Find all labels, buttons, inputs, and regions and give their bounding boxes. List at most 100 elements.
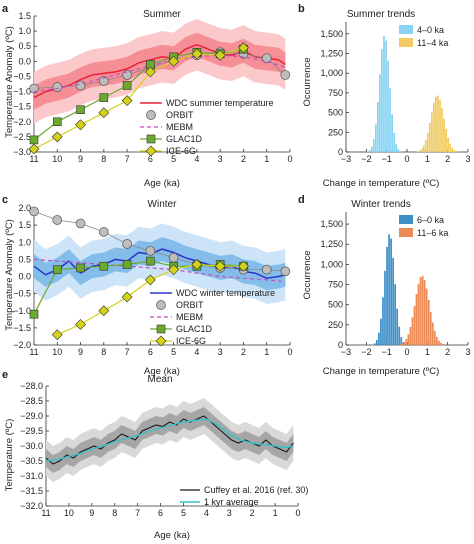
- panel-a-orbit-point: [52, 82, 63, 92]
- legend-cuffey: Cuffey et al. 2016 (ref. 30): [204, 485, 308, 495]
- panel-a-glac1d-point: [122, 81, 132, 90]
- panel-c-mebm-line: [33, 258, 286, 283]
- panel-a-glac1d-point: [52, 117, 62, 127]
- legend-wdc-summer: WDC summer temperature: [166, 98, 274, 108]
- panel-d-hist-bar: [429, 311, 432, 345]
- panel-a-xtick-label: 10: [52, 154, 62, 164]
- panel-a-ytick-label: −1.5: [13, 102, 31, 112]
- panel-c-ytick-label: −1.5: [13, 323, 31, 333]
- panel-c-ice6g-point: [214, 260, 226, 272]
- panel-d-hist-bar: [440, 342, 442, 345]
- panel-d-xtick-label: 2: [445, 347, 450, 357]
- panel-c-orbit-point: [29, 206, 39, 217]
- legend-ice6g-c: ICE-6G: [176, 336, 206, 346]
- panel-b-xtick-label: 2: [445, 154, 450, 164]
- panel-a-xtick-label: 0: [287, 154, 292, 164]
- panel-b-xtick-label: 1: [425, 154, 430, 164]
- panel-a-orbit-point: [261, 53, 272, 64]
- panel-d-hist-bar: [404, 344, 407, 345]
- panel-b-hist-bar: [385, 40, 387, 152]
- panel-c-ice6g-point: [51, 329, 63, 341]
- panel-a-title: Summer: [143, 9, 181, 20]
- panel-a-glac1d-point: [29, 135, 39, 145]
- panel-b-ytick-label: 500: [328, 108, 343, 118]
- legend-kyr: 1 kyr average: [204, 497, 259, 507]
- panel-c-glac1d-point: [122, 260, 132, 269]
- panel-a-ytick-label: 1.5: [18, 11, 31, 21]
- panel-d-hist-bar: [407, 334, 410, 345]
- panel-b-ytick-label: 750: [328, 88, 343, 98]
- panel-a-ytick-label: −3.0: [13, 147, 31, 157]
- panel-c-ytick-label: 0.5: [18, 254, 31, 264]
- panel-b-hist-bar: [441, 108, 443, 152]
- panel-a-glac1d-point: [99, 93, 109, 102]
- panel-b-plot: 0 250 500 750 1,000 1,250 1,500 −3 −2 −1 0 1 2 3: [320, 22, 471, 164]
- panel-d-legend: 6–0 ka 11–6 ka: [399, 215, 448, 238]
- panel-b-hist-bar: [399, 151, 402, 152]
- panel-e-ytick-label: −30.0: [20, 441, 43, 451]
- legend-11-4ka: 11–4 ka: [417, 38, 448, 48]
- panel-b-ytick-label: 1,250: [320, 49, 343, 59]
- panel-letter-b: b: [298, 3, 305, 15]
- panel-a-ice6g-point: [51, 131, 63, 143]
- panel-a-orbit-point: [280, 70, 291, 80]
- panel-b-hist-bar: [443, 118, 445, 152]
- panel-b-hist-bar: [416, 151, 419, 152]
- panel-c-ytick-label: 0.0: [18, 272, 31, 282]
- panel-b-hist-bar: [447, 137, 449, 152]
- panel-d-hist-bar: [390, 238, 392, 345]
- panel-e-ytick-label: −31.5: [20, 486, 43, 496]
- panel-a-orbit-point: [122, 70, 132, 80]
- panel-c-ytick-label: 1.0: [18, 237, 31, 247]
- panel-d-hist-bar: [382, 297, 384, 345]
- panel-d-hist-bar: [386, 246, 388, 345]
- panel-d-xtick-label: −1: [382, 347, 392, 357]
- panel-a-ytick-label: −0.5: [13, 71, 31, 81]
- legend-ice6g-swatch: [145, 145, 157, 157]
- panel-c-ytick-label: −2.0: [13, 340, 31, 350]
- legend-glac1d-swatch: [146, 134, 156, 144]
- panel-c-xtick-label: 5: [171, 347, 176, 357]
- panel-b-hist-bar: [366, 151, 369, 152]
- panel-d-hist-bar: [415, 294, 418, 345]
- panel-a-ice6g-point: [98, 107, 110, 119]
- panel-e-xtick-label: 3: [227, 508, 232, 518]
- panel-a-ytick-label: −2.0: [13, 117, 31, 127]
- panel-e-ylabel: Temperature (ºC): [4, 419, 15, 492]
- panel-c-glac1d-point: [29, 309, 39, 319]
- panel-d-hist-bar: [398, 326, 401, 345]
- panel-b-hist-bar: [424, 140, 427, 152]
- panel-d-hist-bar: [438, 340, 440, 345]
- panel-d-hist-bar: [384, 270, 386, 345]
- panel-c-xtick-label: 6: [148, 347, 153, 357]
- panel-d-hist-bar: [425, 288, 428, 345]
- panel-a-glac1d-point: [76, 105, 85, 114]
- panel-b-xtick-label: −2: [361, 154, 371, 164]
- panel-d-hist-bar: [402, 342, 405, 345]
- panel-c-ice6g-point: [98, 305, 110, 317]
- panel-d-xtick-label: −3: [341, 347, 351, 357]
- legend-mebm-c: MEBM: [176, 312, 203, 322]
- panel-a-legend: WDC summer temperature ORBIT MEBM GLAC1D…: [140, 98, 274, 157]
- panel-d-hist-bar: [427, 299, 430, 345]
- panel-d-hist-bar: [388, 234, 390, 345]
- panel-b-hist-bar: [374, 124, 377, 152]
- panel-d-hist-bar: [413, 305, 416, 345]
- panel-e-xtick-label: 9: [89, 508, 94, 518]
- panel-c-orbit-point: [75, 218, 86, 229]
- panel-d-ylabel: Occurrence: [302, 250, 313, 299]
- panel-e-title: Mean: [147, 374, 172, 385]
- panel-b-hist-bar: [437, 95, 439, 152]
- panel-b-xtick-label: −3: [341, 154, 351, 164]
- panel-e-xtick-label: 6: [158, 508, 163, 518]
- panel-d-title: Winter trends: [351, 199, 410, 210]
- panel-c-ytick-label: −1.0: [13, 306, 31, 316]
- panel-d-hist-bar: [433, 330, 436, 345]
- panel-d-hist-bar: [378, 332, 380, 345]
- panel-b-hist-bar: [453, 150, 456, 152]
- panel-a-mebm-line: [33, 54, 286, 93]
- panel-a-xtick-label: 8: [101, 154, 106, 164]
- panel-d-hist-bar: [380, 318, 382, 345]
- panel-b-hist-bar: [449, 143, 452, 152]
